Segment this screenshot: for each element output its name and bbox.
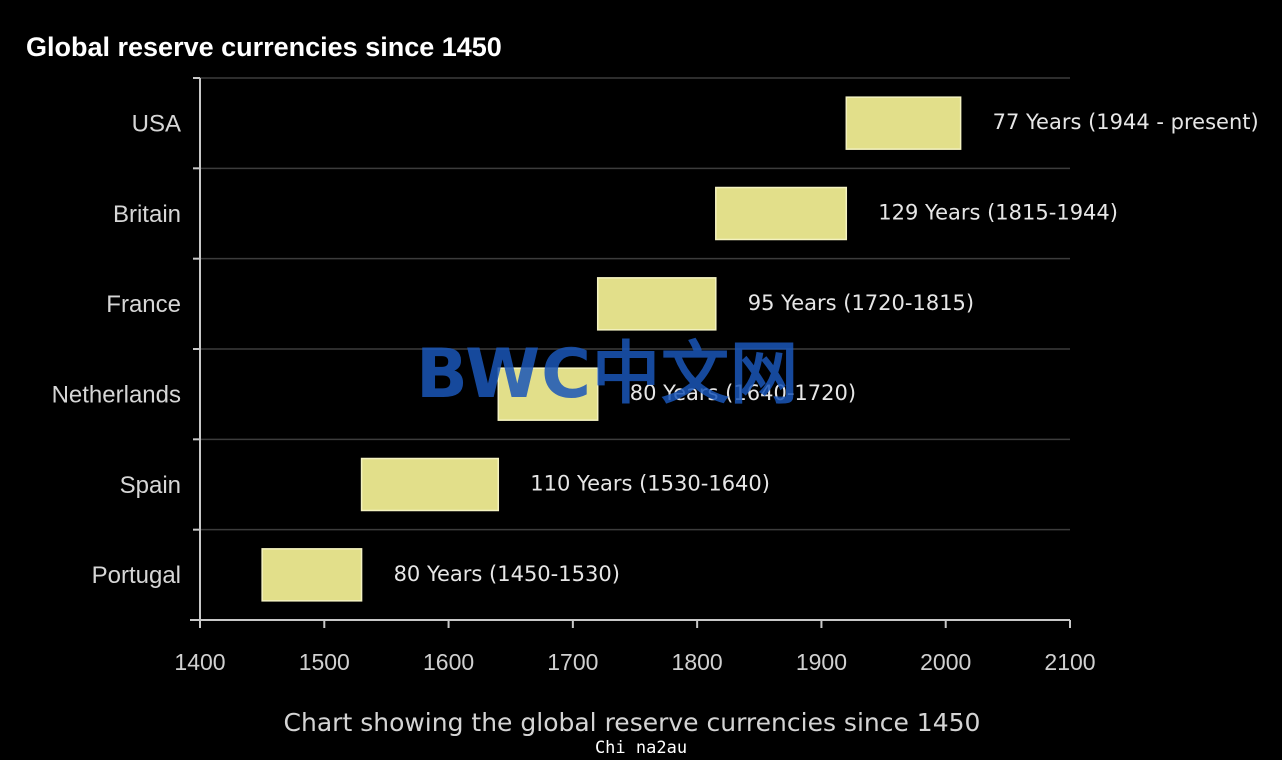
bar-data-label: 80 Years (1640-1720) [630,381,856,405]
category-label: France [106,291,181,318]
range-bar [596,277,717,331]
x-tick-label: 1400 [174,649,225,675]
bar-data-label: 110 Years (1530-1640) [530,472,770,496]
x-tick-label: 2000 [920,649,971,675]
bar-data-label: 129 Years (1815-1944) [878,201,1118,225]
grid-lines [200,77,1070,531]
range-bar [845,96,962,150]
source-mark: Chi na2au [594,738,688,758]
bar-data-label: 95 Years (1720-1815) [748,291,974,315]
axes: 1400 1500 1600 1700 1800 1900 2000 2100 USA Brita… [52,77,1096,675]
category-label: Spain [120,472,181,499]
category-label: Britain [113,201,181,228]
bar-data-label: 80 Years (1450-1530) [394,562,620,586]
x-tick-label: 1700 [547,649,598,675]
range-bar [497,367,599,421]
range-bar [715,186,848,241]
bar-data-label: 77 Years (1944 - present) [993,110,1259,134]
bars [261,96,962,602]
category-label: Portugal [92,562,181,589]
x-tick-label: 1900 [796,649,847,675]
range-bar [360,457,500,512]
x-tick-label: 1500 [299,649,350,675]
category-label: Netherlands [52,382,181,409]
range-bar [261,548,363,602]
watermark: BWC中文网 [416,335,800,414]
category-label: USA [132,111,181,138]
chart-title: Global reserve currencies since 1450 [26,32,502,62]
x-tick-label: 1600 [423,649,474,675]
chart-caption: Chart showing the global reserve currenc… [283,708,981,737]
x-tick-label: 2100 [1044,649,1095,675]
x-tick-label: 1800 [672,649,723,675]
labels: 77 Years (1944 - present) 129 Years (1815… [394,110,1259,586]
